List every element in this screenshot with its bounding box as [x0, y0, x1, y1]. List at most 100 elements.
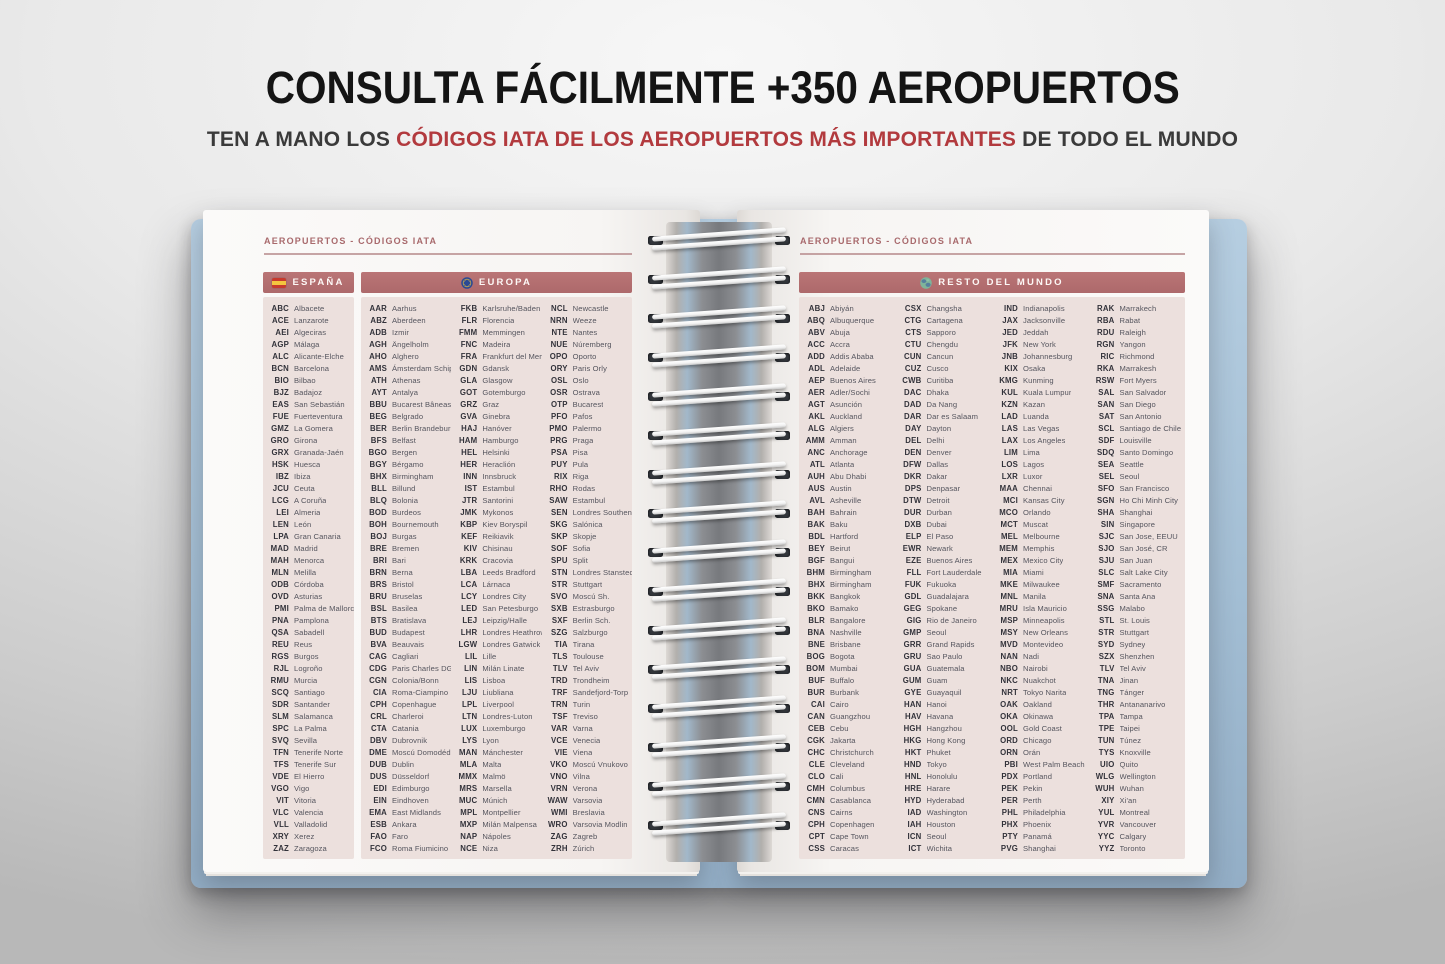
airport-entry: JAX Jacksonville [992, 314, 1089, 326]
airport-code: KZN [1001, 399, 1018, 409]
airport-entry: SGN Ho Chi Minh City [1089, 494, 1186, 506]
airport-city: Moscú Sh. [572, 591, 610, 601]
airport-entry: AMM Amman [799, 434, 896, 446]
airport-entry: YYC Calgary [1089, 830, 1186, 842]
airport-code: NBO [1000, 663, 1018, 673]
airport-code: MAN [458, 747, 478, 757]
airport-code: CTS [905, 327, 922, 337]
airport-city: Niza [482, 843, 498, 853]
airport-entry: PFO Pafos [542, 410, 632, 422]
airport-entry: HER Heraclión [451, 458, 541, 470]
airport-entry: FUK Fukuoka [896, 578, 993, 590]
airport-code: HND [904, 759, 922, 769]
airport-code: SIN [1100, 519, 1115, 529]
page-header-rule [800, 253, 1185, 255]
airport-entry: ATH Athenas [361, 374, 451, 386]
airport-entry: SEL Seoul [1089, 470, 1186, 482]
airport-entry: SXF Berlin Sch. [542, 614, 632, 626]
airport-code: SAT [1098, 411, 1115, 421]
airport-entry: KUL Kuala Lumpur [992, 386, 1089, 398]
airport-city: Estrasburgo [572, 603, 615, 613]
airport-city: Vitoria [294, 795, 317, 805]
airport-entry: TSF Treviso [542, 710, 632, 722]
airport-entry: BTS Bratislava [361, 614, 451, 626]
airport-code: BFS [370, 435, 387, 445]
airport-entry: DFW Dallas [896, 458, 993, 470]
airport-city: Alghero [392, 351, 419, 361]
airport-city: Addis Ababa [830, 351, 874, 361]
airport-code: AUH [807, 471, 825, 481]
airport-entry: HKT Phuket [896, 746, 993, 758]
airport-code: MAD [270, 543, 289, 553]
airport-code: NKC [1000, 675, 1018, 685]
airport-code: LEN [272, 519, 289, 529]
spiral-coil [648, 344, 790, 369]
airport-city: Washington [926, 807, 968, 817]
airport-entry: XIY Xi'an [1089, 794, 1186, 806]
airport-city: Dublin [392, 759, 415, 769]
airport-city: Xerez [294, 831, 315, 841]
airport-entry: VNO Vilna [542, 770, 632, 782]
notebook-right-page: AEROPUERTOS - CÓDIGOS IATA RESTO DEL MUN… [737, 210, 1209, 872]
spiral-coil [648, 539, 790, 564]
airport-city: Nuakchot [1023, 675, 1056, 685]
airport-city: Gotemburgo [482, 387, 526, 397]
airport-city: Dhaka [926, 387, 949, 397]
airport-entry: PVG Shanghai [992, 842, 1089, 854]
airport-entry: JNB Johannesburg [992, 350, 1089, 362]
airport-city: Xi'an [1119, 795, 1137, 805]
airport-entry: LGW Londres Gatwick [451, 638, 541, 650]
airport-city: Fort Myers [1119, 375, 1157, 385]
airport-city: Wellington [1119, 771, 1156, 781]
airport-city: Beauvais [392, 639, 425, 649]
airport-code: QSA [271, 627, 289, 637]
airport-entry: BGO Bergen [361, 446, 451, 458]
airport-code: FNC [460, 339, 478, 349]
airport-code: SDR [271, 699, 289, 709]
airport-city: Glasgow [482, 375, 513, 385]
airport-city: Quito [1119, 759, 1139, 769]
airport-entry: HND Tokyo [896, 758, 993, 770]
airport-entry: BOH Bournemouth [361, 518, 451, 530]
airport-city: Pafos [572, 411, 593, 421]
airport-code: JNB [1001, 351, 1018, 361]
airport-entry: VCE Venecia [542, 734, 632, 746]
airport-code: BHX [807, 579, 825, 589]
airport-city: Dallas [926, 459, 949, 469]
airport-entry: HYD Hyderabad [896, 794, 993, 806]
airport-entry: CMH Columbus [799, 782, 896, 794]
airport-code: RIX [554, 471, 568, 481]
airport-entry: GRR Grand Rapids [896, 638, 993, 650]
airport-code: CRL [370, 711, 387, 721]
airport-entry: HEL Helsinki [451, 446, 541, 458]
airport-city: Gran Canaria [294, 531, 341, 541]
airport-entry: IST Estambul [451, 482, 541, 494]
airport-city: Liubliana [482, 687, 514, 697]
airport-code: SSG [1097, 603, 1115, 613]
airport-city: Nairobi [1023, 663, 1048, 673]
airport-code: DPS [904, 483, 922, 493]
airport-code: YYZ [1098, 843, 1115, 853]
airport-city: Trondheim [572, 675, 610, 685]
airport-code: SZX [1098, 651, 1115, 661]
airport-code: GRO [270, 435, 289, 445]
airport-entry: LIM Lima [992, 446, 1089, 458]
airport-city: Athenas [392, 375, 421, 385]
airport-entry: RGS Burgos [263, 650, 354, 662]
airport-city: El Hierro [294, 771, 325, 781]
airport-code: TUN [1097, 735, 1115, 745]
airport-code: VLL [273, 819, 289, 829]
airport-code: DUB [369, 759, 387, 769]
airport-entry: SDF Louisville [1089, 434, 1186, 446]
airport-code: MUC [458, 795, 478, 805]
airport-entry: RIX Riga [542, 470, 632, 482]
airport-entry: CTS Sapporo [896, 326, 993, 338]
airport-city: Salt Lake City [1119, 567, 1168, 577]
airport-code: SCL [1098, 423, 1115, 433]
airport-code: AUS [807, 483, 825, 493]
airport-city: Cancun [926, 351, 954, 361]
airport-code: ZAG [550, 831, 568, 841]
airport-code: ICN [907, 831, 922, 841]
airport-city: Algeciras [294, 327, 327, 337]
airport-code: CPH [807, 819, 825, 829]
